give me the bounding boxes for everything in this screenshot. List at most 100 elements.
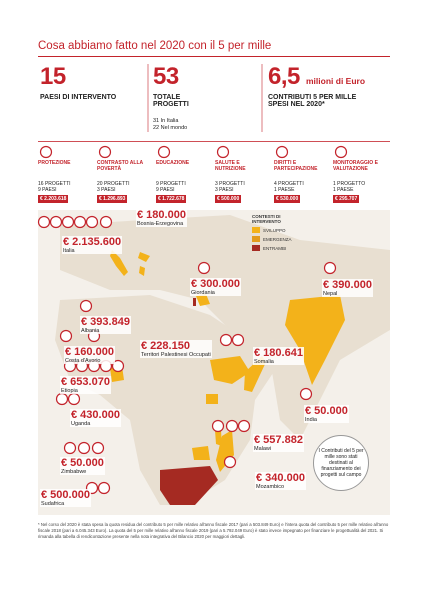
icon bbox=[99, 215, 113, 229]
country-amount: € 50.000 bbox=[305, 405, 348, 417]
area-countries: 1 PAESE bbox=[333, 187, 354, 193]
legend-title: CONTESTI DI INTERVENTO bbox=[252, 214, 281, 224]
country: € 2.135.600 Italia bbox=[62, 236, 123, 254]
country: € 393.849 Albania bbox=[80, 316, 131, 334]
icon bbox=[334, 145, 348, 159]
area-projects: 4 PROGETTI bbox=[274, 181, 304, 187]
area-projects: 16 PROGETTI bbox=[38, 181, 71, 187]
area-projects: 20 PROGETTI bbox=[97, 181, 130, 187]
icon bbox=[85, 215, 99, 229]
country-name: Uganda bbox=[71, 421, 91, 427]
country-amount: € 653.070 bbox=[61, 376, 110, 388]
area-amount: € 2.203.618 bbox=[38, 195, 69, 203]
palestina-shape bbox=[193, 298, 196, 306]
legend-label: SVILUPPO bbox=[263, 227, 286, 233]
uganda-shape bbox=[206, 394, 218, 404]
country-amount: € 393.849 bbox=[81, 316, 130, 328]
zimbabwe-shape bbox=[192, 446, 210, 460]
area-amount: € 530.000 bbox=[274, 195, 301, 203]
icon bbox=[157, 145, 171, 159]
somalia-shape bbox=[244, 356, 266, 392]
icon bbox=[59, 329, 73, 343]
icon bbox=[98, 145, 112, 159]
area-name: SALUTE E NUTRIZIONE bbox=[215, 160, 246, 172]
country-name: Bosnia-Erzegovina bbox=[137, 221, 184, 227]
country: € 390.000 Nepal bbox=[322, 279, 373, 297]
country: € 160.000 Costa d'Avorio bbox=[64, 346, 115, 364]
country-amount: € 228.150 bbox=[141, 340, 190, 352]
stat-number: 15 bbox=[40, 63, 66, 90]
icon bbox=[73, 215, 87, 229]
country-name: Territori Palestinesi Occupati bbox=[141, 352, 211, 358]
area-projects: 9 PROGETTI bbox=[156, 181, 186, 187]
side-note-text: I Contributi del 5 per mille sono stati … bbox=[318, 448, 364, 478]
area-countries: 9 PAESI bbox=[38, 187, 57, 193]
country-name: Somalia bbox=[254, 359, 274, 365]
country: € 653.070 Etiopia bbox=[60, 376, 111, 394]
stat-label: PAESI DI INTERVENTO bbox=[40, 94, 117, 101]
area: SALUTE E NUTRIZIONE 3 PROGETTI 3 PAESI € 50… bbox=[215, 160, 271, 203]
stat-number: 53 bbox=[153, 63, 179, 90]
rule bbox=[38, 56, 390, 57]
rule bbox=[38, 141, 390, 142]
stat-number: 6,5 bbox=[268, 63, 300, 90]
icon bbox=[77, 441, 91, 455]
icon bbox=[237, 419, 251, 433]
area-name: EDUCAZIONE bbox=[156, 160, 190, 166]
legend-label: EMERGENZA bbox=[263, 236, 292, 242]
etiopia-shape bbox=[210, 356, 250, 384]
icon bbox=[231, 333, 245, 347]
area-countries: 1 PAESE bbox=[274, 187, 295, 193]
italia-shape bbox=[110, 250, 128, 276]
icon bbox=[91, 441, 105, 455]
legend: CONTESTI DI INTERVENTO SVILUPPO EMERGENZ… bbox=[252, 214, 297, 251]
icon bbox=[97, 481, 111, 495]
area-name: CONTRASTO ALLA POVERTÀ bbox=[97, 160, 143, 172]
area-projects: 1 PROGETTO bbox=[333, 181, 366, 187]
side-note: I Contributi del 5 per mille sono stati … bbox=[313, 435, 369, 491]
icon bbox=[39, 145, 53, 159]
stat-detail: 31 In Italia bbox=[153, 118, 179, 124]
icon bbox=[67, 392, 81, 406]
country: € 180.000 Bosnia-Erzegovina bbox=[136, 209, 187, 227]
area: EDUCAZIONE 9 PROGETTI 9 PAESI € 1.722.678 bbox=[156, 160, 212, 203]
country-amount: € 160.000 bbox=[65, 346, 114, 358]
country-name: Sudafrica bbox=[41, 501, 65, 507]
legend-item: SVILUPPO bbox=[252, 227, 297, 233]
albania-shape bbox=[139, 266, 145, 276]
area-countries: 3 PAESI bbox=[97, 187, 116, 193]
country-amount: € 557.882 bbox=[254, 434, 303, 446]
country: € 180.641 Somalia bbox=[253, 347, 304, 365]
icon bbox=[299, 387, 313, 401]
country-name: Albania bbox=[81, 328, 100, 334]
legend-label: ENTRAMBI bbox=[263, 245, 287, 251]
icon bbox=[79, 299, 93, 313]
country-name: Costa d'Avorio bbox=[65, 358, 101, 364]
legend-item: EMERGENZA bbox=[252, 236, 297, 242]
country-amount: € 300.000 bbox=[191, 278, 240, 290]
area-name: DIRITTI E PARTECIPAZIONE bbox=[274, 160, 318, 172]
area: MONITORAGGIO E VALUTAZIONE 1 PROGETTO 1 PA… bbox=[333, 160, 389, 203]
area: DIRITTI E PARTECIPAZIONE 4 PROGETTI 1 PAES… bbox=[274, 160, 330, 203]
footnote: * Nel corso del 2020 è stata spesa la qu… bbox=[38, 522, 389, 539]
icon bbox=[216, 145, 230, 159]
icon bbox=[275, 145, 289, 159]
icon bbox=[55, 392, 69, 406]
area-amount: € 1.296.893 bbox=[97, 195, 128, 203]
area-projects: 3 PROGETTI bbox=[215, 181, 245, 187]
country: € 300.000 Giordania bbox=[190, 278, 241, 296]
country-amount: € 180.641 bbox=[254, 347, 303, 359]
icon bbox=[211, 419, 225, 433]
area-amount: € 1.722.678 bbox=[156, 195, 187, 203]
mozambico-shape bbox=[216, 430, 234, 472]
country-name: Etiopia bbox=[61, 388, 78, 394]
stat-label: TOTALE PROGETTI bbox=[153, 94, 189, 109]
india-shape bbox=[285, 295, 345, 385]
icon bbox=[63, 441, 77, 455]
icon bbox=[111, 359, 125, 373]
icon bbox=[37, 215, 51, 229]
country-name: Zimbabwe bbox=[61, 469, 87, 475]
